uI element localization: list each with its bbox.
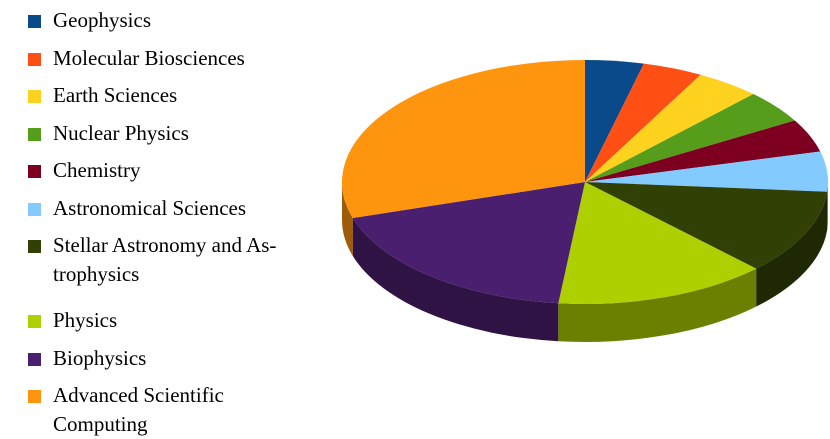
legend-swatch bbox=[28, 127, 41, 141]
pie-slice-astronomical-sciences bbox=[585, 151, 828, 192]
legend-item-earth-sciences: Earth Sciences bbox=[28, 81, 358, 119]
pie-slice-advanced-scientific-computing bbox=[342, 60, 585, 219]
pie-side-advanced-scientific-computing bbox=[342, 182, 353, 257]
legend-item-physics: Physics bbox=[28, 306, 358, 344]
legend-label: Nuclear Physics bbox=[53, 120, 189, 145]
legend-item-geophysics: Geophysics bbox=[28, 6, 358, 44]
legend-label: Chemistry bbox=[53, 158, 141, 182]
legend-item-molecular-biosciences: Molecular Biosciences bbox=[28, 44, 358, 82]
pie-side-stellar-astronomy-and-astrophysics bbox=[756, 191, 828, 307]
pie-slice-biophysics bbox=[352, 182, 585, 304]
legend-swatch bbox=[28, 15, 41, 28]
legend-item-chemistry: Chemistry bbox=[28, 156, 358, 194]
legend-label: Physics bbox=[53, 308, 118, 332]
legend-swatch bbox=[28, 315, 41, 328]
pie-chart bbox=[342, 60, 828, 342]
legend-swatch bbox=[28, 165, 41, 178]
pie-slice-geophysics bbox=[585, 60, 644, 182]
legend-item-astronomical-sciences: Astronomical Sciences bbox=[28, 194, 358, 232]
legend-label: Astronomical Sciences bbox=[53, 195, 247, 220]
pie-slice-stellar-astronomy-and-astrophysics bbox=[585, 182, 828, 269]
legend-swatch bbox=[28, 90, 41, 103]
pie-side-biophysics bbox=[352, 218, 559, 342]
legend-item-stellar-astronomy: Stellar Astronomy and As-trophysics bbox=[28, 231, 358, 306]
pie-slice-earth-sciences bbox=[585, 74, 754, 182]
legend-item-biophysics: Biophysics bbox=[28, 344, 358, 382]
pie-slice-chemistry bbox=[585, 120, 821, 182]
legend-swatch bbox=[28, 240, 41, 253]
legend-swatch bbox=[28, 352, 41, 366]
pie-slice-physics bbox=[558, 182, 757, 304]
legend-label: Biophysics bbox=[53, 345, 147, 370]
legend-label: Geophysics bbox=[53, 8, 151, 32]
pie-side-astronomical-sciences bbox=[827, 182, 828, 230]
legend-swatch bbox=[28, 390, 41, 403]
pie-slice-molecular-biosciences bbox=[585, 63, 701, 182]
legend-label: Earth Sciences bbox=[53, 83, 178, 107]
chart-legend: Geophysics Molecular Biosciences Earth S… bbox=[28, 6, 358, 436]
legend-swatch bbox=[28, 202, 41, 216]
pie-slice-nuclear-physics bbox=[585, 94, 795, 182]
legend-item-nuclear-physics: Nuclear Physics bbox=[28, 119, 358, 157]
legend-swatch bbox=[28, 52, 41, 66]
legend-label: Stellar Astronomy and As-trophysics bbox=[53, 233, 277, 286]
pie-side-physics bbox=[558, 268, 757, 342]
legend-label: Molecular Biosciences bbox=[53, 45, 245, 70]
